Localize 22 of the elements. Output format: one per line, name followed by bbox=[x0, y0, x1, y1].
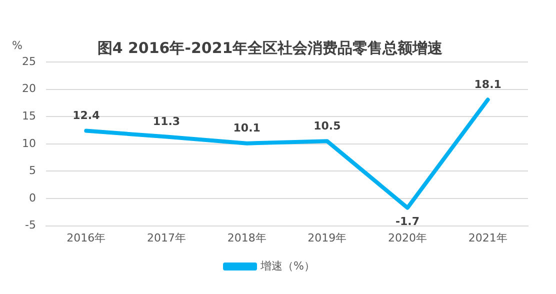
x-tick-label: 2017年 bbox=[147, 231, 186, 244]
x-tick-label: 2018年 bbox=[227, 231, 266, 244]
data-label: 10.5 bbox=[314, 120, 341, 133]
x-tick-label: 2016年 bbox=[66, 231, 106, 244]
data-label: 18.1 bbox=[474, 78, 502, 92]
chart-title: 图4 2016年-2021年全区社会消费品零售总额增速 bbox=[97, 38, 444, 57]
y-tick-label: 0 bbox=[28, 191, 36, 204]
legend-label: 增速（%） bbox=[260, 259, 315, 272]
data-label: 10.1 bbox=[233, 122, 260, 135]
y-tick-label: 10 bbox=[22, 136, 36, 150]
y-tick-label: 15 bbox=[22, 109, 36, 122]
data-label: 12.4 bbox=[72, 109, 100, 122]
data-label: 11.3 bbox=[152, 115, 180, 128]
y-tick-label: 20 bbox=[22, 82, 36, 96]
x-tick-label: 2020年 bbox=[388, 231, 427, 244]
y-tick-label: 25 bbox=[22, 54, 36, 68]
y-tick-label: 5 bbox=[28, 164, 36, 178]
x-tick-label: 2021年 bbox=[468, 231, 508, 244]
y-tick-label: -5 bbox=[25, 218, 36, 232]
y-axis-title: % bbox=[12, 38, 22, 52]
data-label: -1.7 bbox=[395, 215, 420, 228]
x-tick-label: 2019年 bbox=[308, 231, 347, 244]
